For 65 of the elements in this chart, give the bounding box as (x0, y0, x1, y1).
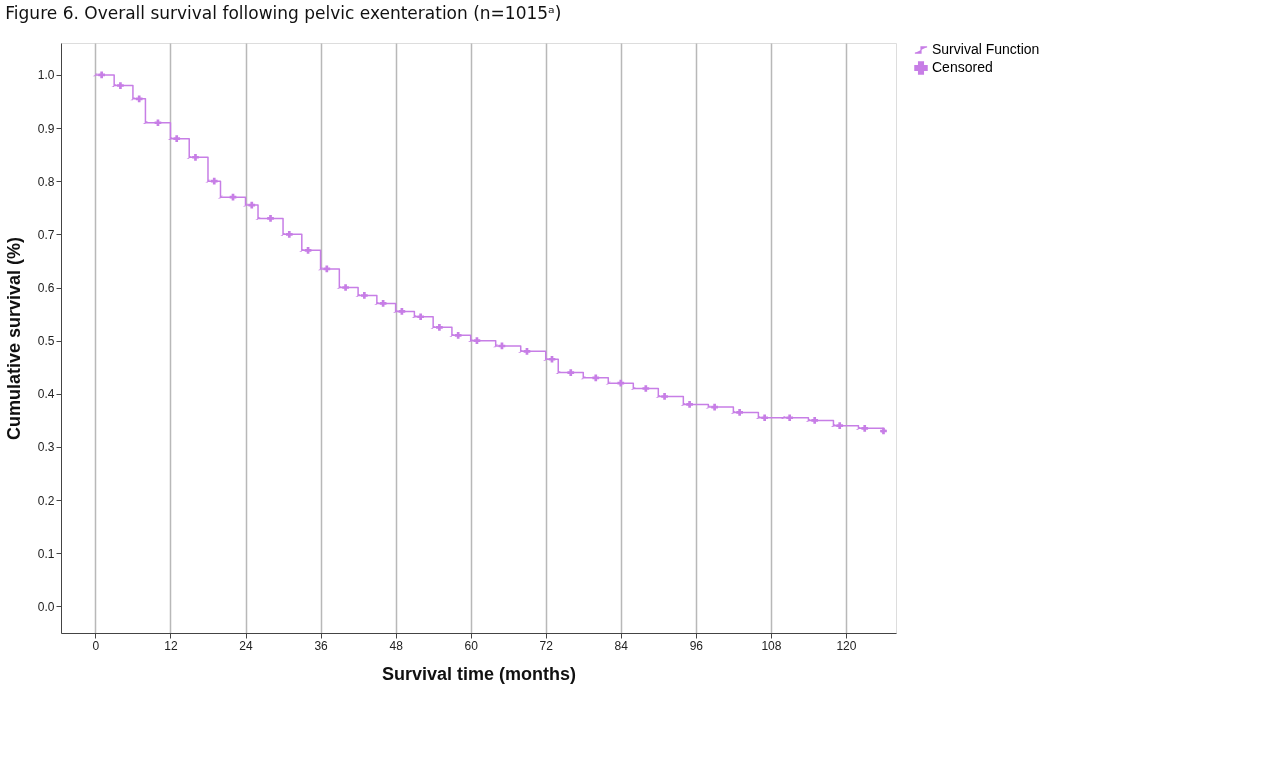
point (210, 177, 218, 185)
point (417, 313, 424, 321)
x-tick-label: 108 (761, 638, 782, 653)
point (617, 379, 625, 387)
point (323, 265, 331, 273)
point (304, 246, 312, 254)
x-tick-label: 0 (92, 638, 100, 653)
point (661, 393, 668, 400)
y-tick-label: 0.3 (37, 440, 55, 455)
point (379, 300, 387, 307)
point (761, 414, 769, 422)
x-tick-label: 48 (389, 638, 404, 653)
point (711, 403, 718, 411)
y-tick-label: 0.8 (37, 174, 55, 189)
point (135, 95, 143, 103)
chart-title: Figure 6. Overall survival following pelvic exenteration (n=1015ᵃ) (5, 3, 562, 23)
point (836, 422, 844, 430)
point (192, 153, 199, 161)
point (811, 417, 819, 424)
point (473, 337, 481, 345)
y-tick-label: 0.1 (37, 546, 55, 561)
x-tick-label: 24 (239, 638, 254, 653)
x-tick-label: 84 (614, 638, 629, 653)
point (117, 82, 124, 89)
y-tick-label: 0.2 (37, 493, 55, 508)
point (686, 401, 693, 408)
point (861, 425, 869, 432)
point (736, 409, 743, 416)
y-tick-label: 1.0 (37, 68, 55, 83)
y-tick-label: 0.6 (37, 281, 55, 295)
y-tick-label: 0.4 (37, 387, 55, 402)
x-tick-label: 12 (164, 638, 178, 653)
x-tick-label: 72 (539, 638, 554, 653)
point (98, 71, 106, 79)
legend-label: Survival Function (932, 41, 1040, 57)
y-axis-title: Cumulative survival (%) (3, 236, 24, 441)
point (173, 135, 181, 143)
point (361, 292, 368, 299)
x-tick-label: 60 (464, 638, 479, 653)
point (299, 248, 305, 252)
point (592, 374, 600, 382)
y-tick-label: 0.0 (37, 599, 55, 614)
x-tick-label: 36 (314, 638, 329, 653)
x-axis-title: Survival time (months) (381, 663, 577, 684)
point (436, 324, 443, 331)
point (205, 179, 211, 183)
point (398, 308, 406, 315)
point (154, 119, 162, 127)
point (248, 201, 256, 209)
point (548, 355, 556, 363)
point (786, 414, 794, 422)
point (580, 376, 586, 380)
point (642, 385, 650, 392)
y-tick-label: 0.7 (37, 227, 55, 242)
point (285, 231, 293, 238)
point (454, 331, 462, 339)
y-tick-label: 0.9 (37, 121, 55, 136)
point (267, 215, 274, 222)
x-tick-label: 96 (689, 638, 704, 653)
point (342, 284, 349, 291)
point (523, 347, 531, 355)
x-tick-label: 120 (836, 638, 857, 653)
point (567, 369, 575, 376)
y-tick-label: 0.5 (37, 334, 55, 349)
legend-label: Censored (932, 59, 993, 75)
